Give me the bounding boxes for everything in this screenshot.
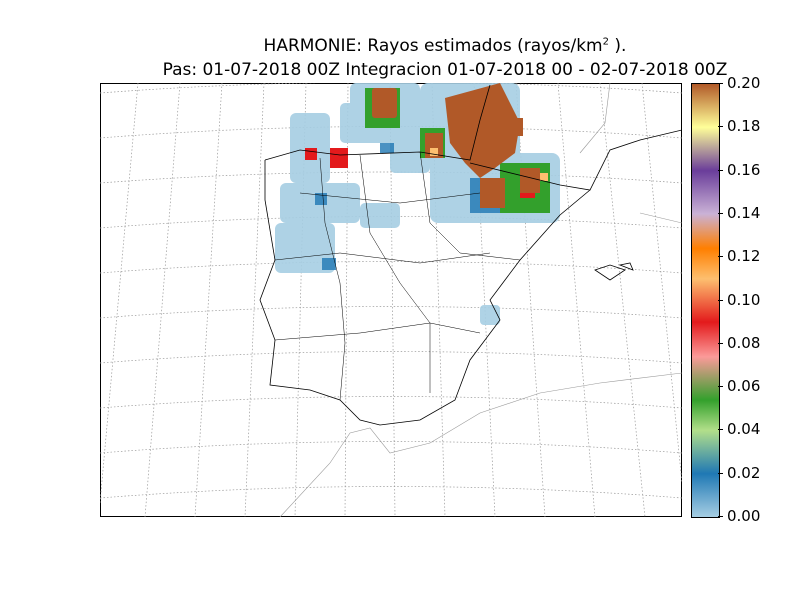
colorbar-tick: [718, 169, 723, 171]
colorbar-tick: [718, 126, 723, 128]
colorbar-tick: [718, 83, 723, 84]
colorbar-tick: [718, 212, 723, 214]
colorbar-tick: [718, 386, 723, 388]
africa-coast: [279, 83, 682, 517]
colorbar-tick-label: 0.14: [727, 203, 761, 222]
colorbar-tick: [718, 429, 723, 431]
colorbar: [691, 83, 720, 518]
title-superscript: 2: [602, 36, 609, 48]
colorbar-tick-label: 0.08: [727, 333, 761, 352]
colorbar-tick-label: 0.10: [727, 290, 761, 309]
map-panel: [100, 83, 682, 517]
colorbar-tick: [718, 472, 723, 474]
colorbar-tick-label: 0.18: [727, 117, 761, 136]
colorbar-tick: [718, 516, 723, 517]
chart-title: HARMONIE: Rayos estimados (rayos/km2 ).: [45, 36, 800, 56]
colorbar-tick: [718, 256, 723, 258]
title-text: HARMONIE: Rayos estimados (rayos/km: [263, 36, 603, 56]
chart-subtitle: Pas: 01-07-2018 00Z Integracion 01-07-20…: [162, 60, 728, 80]
colorbar-tick: [718, 299, 723, 301]
colorbar-tick-label: 0.20: [727, 74, 761, 92]
colorbar-tick-label: 0.00: [727, 507, 761, 525]
graticule: [100, 83, 682, 517]
colorbar-tick-label: 0.12: [727, 247, 761, 266]
colorbar-tick-label: 0.02: [727, 463, 761, 482]
colorbar-tick-label: 0.16: [727, 160, 761, 179]
region-borders: [274, 151, 521, 401]
lightning-field: [275, 83, 560, 325]
colorbar-tick-label: 0.06: [727, 377, 761, 396]
title-suffix: ).: [609, 36, 627, 56]
colorbar-tick: [718, 342, 723, 344]
colorbar-tick-label: 0.04: [727, 420, 761, 439]
